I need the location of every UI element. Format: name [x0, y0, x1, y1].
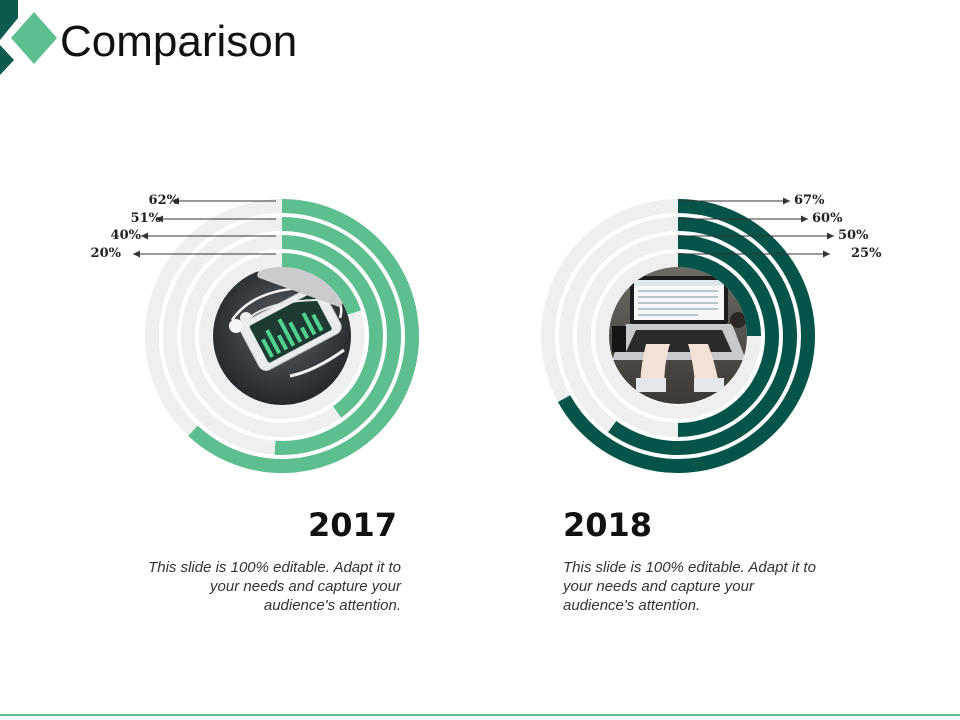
- phone-photo: [212, 257, 352, 406]
- data-label-2018-4: 25%: [851, 246, 882, 261]
- footer-divider: [0, 714, 960, 716]
- page-title: Comparison: [60, 17, 298, 66]
- radial-bar-2017-2: [274, 217, 401, 455]
- arrow-head-icon: [823, 250, 830, 258]
- arrow-head-icon: [156, 215, 163, 223]
- arrow-head-icon: [141, 232, 148, 240]
- data-label-2017-3: 40%: [111, 228, 142, 243]
- data-label-2017-2: 51%: [131, 211, 162, 226]
- logo-diamond-icon: [0, 0, 57, 75]
- chart-title-2017: 2017: [308, 506, 398, 544]
- arrow-head-icon: [133, 250, 140, 258]
- data-label-2017-1: 62%: [149, 193, 180, 208]
- radial-bar-2018-3: [677, 235, 779, 437]
- description-2017: This slide is 100% editable. Adapt it to…: [148, 559, 401, 614]
- description-2018: This slide is 100% editable. Adapt it to…: [563, 559, 816, 614]
- arrow-head-icon: [172, 197, 179, 205]
- arrow-head-icon: [801, 215, 808, 223]
- data-label-2018-2: 60%: [812, 211, 843, 226]
- radial-bar-2017-4: [281, 253, 361, 315]
- arrow-head-icon: [827, 232, 834, 240]
- radial-bar-2017-1: [188, 199, 419, 473]
- radial-bar-2018-2: [608, 217, 797, 455]
- data-label-2017-4: 20%: [91, 246, 122, 261]
- laptop-photo: [608, 264, 748, 404]
- data-label-2018-1: 67%: [794, 193, 825, 208]
- radial-bar-2018-1: [557, 199, 815, 473]
- arrow-head-icon: [783, 197, 790, 205]
- data-label-2018-3: 50%: [838, 228, 869, 243]
- radial-bar-2017-3: [281, 235, 383, 418]
- chart-title-2018: 2018: [563, 506, 653, 544]
- radial-bar-2018-4: [677, 253, 761, 337]
